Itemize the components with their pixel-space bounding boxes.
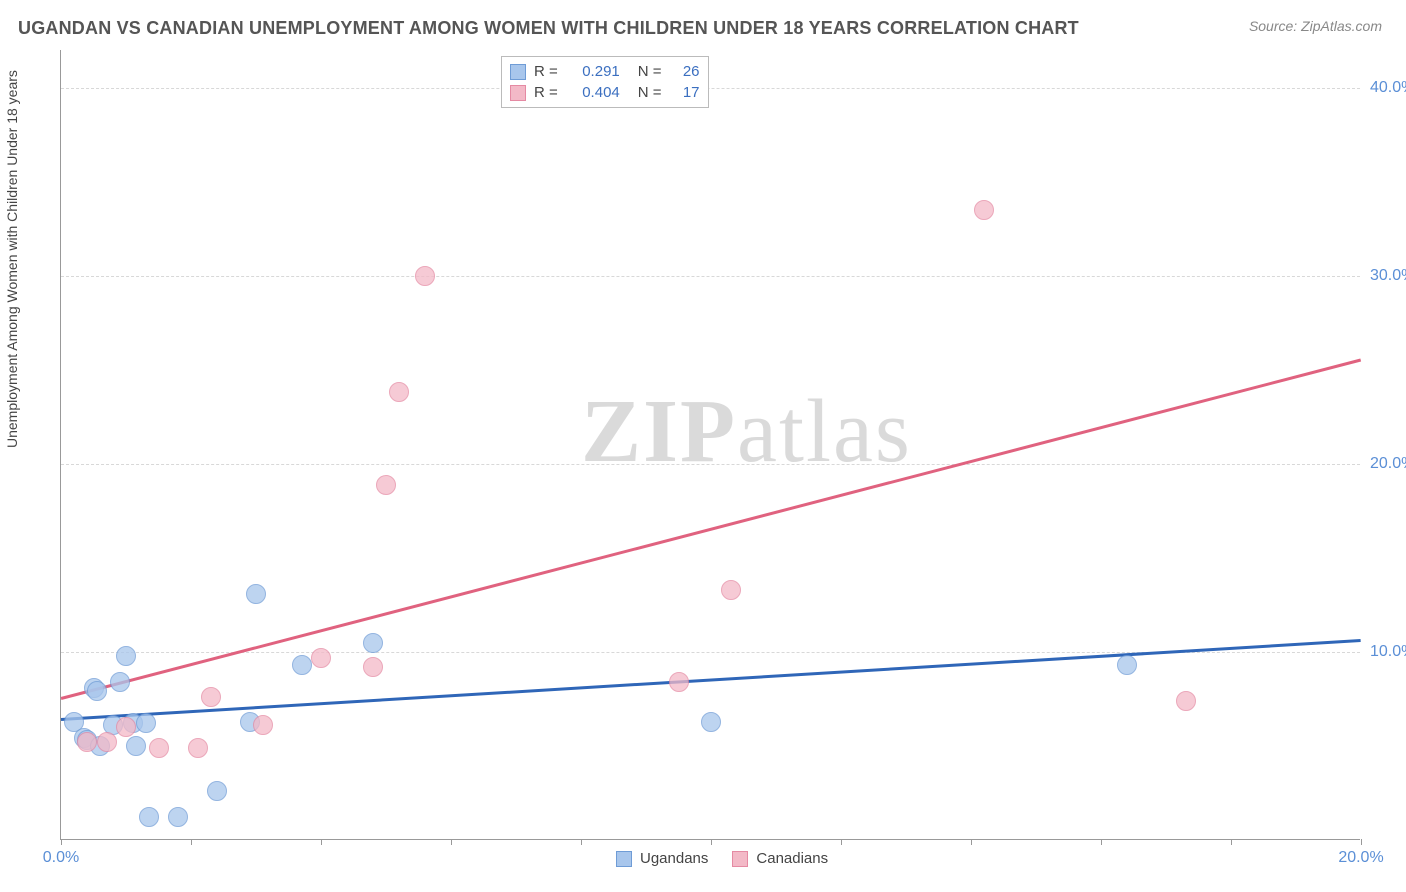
scatter-marker xyxy=(136,713,156,733)
x-tick-label: 20.0% xyxy=(1338,849,1383,867)
watermark-rest: atlas xyxy=(737,382,912,481)
gridline xyxy=(61,88,1360,89)
scatter-marker xyxy=(1176,691,1196,711)
y-tick-label: 40.0% xyxy=(1370,79,1406,97)
scatter-marker xyxy=(201,687,221,707)
x-tick-mark xyxy=(321,839,322,845)
scatter-marker xyxy=(168,807,188,827)
x-tick-mark xyxy=(1361,839,1362,845)
x-tick-mark xyxy=(1231,839,1232,845)
n-value: 17 xyxy=(670,84,700,101)
gridline xyxy=(61,464,1360,465)
y-tick-label: 30.0% xyxy=(1370,267,1406,285)
r-value: 0.291 xyxy=(566,63,620,80)
x-tick-label: 0.0% xyxy=(43,849,79,867)
scatter-marker xyxy=(311,648,331,668)
legend-series-label: Ugandans xyxy=(640,850,708,867)
x-tick-mark xyxy=(61,839,62,845)
x-tick-mark xyxy=(971,839,972,845)
legend-series-item: Canadians xyxy=(732,850,828,867)
scatter-marker xyxy=(97,732,117,752)
n-label: N = xyxy=(638,63,662,80)
r-label: R = xyxy=(534,63,558,80)
x-tick-mark xyxy=(711,839,712,845)
watermark: ZIPatlas xyxy=(581,380,912,483)
legend-stats-row: R = 0.291 N = 26 xyxy=(510,61,700,82)
scatter-marker xyxy=(669,672,689,692)
trend-line xyxy=(61,359,1362,700)
scatter-marker xyxy=(139,807,159,827)
chart-title: UGANDAN VS CANADIAN UNEMPLOYMENT AMONG W… xyxy=(18,18,1079,39)
scatter-marker xyxy=(974,200,994,220)
scatter-marker xyxy=(363,657,383,677)
r-value: 0.404 xyxy=(566,84,620,101)
plot-area: ZIPatlas 10.0%20.0%30.0%40.0%0.0%20.0%R … xyxy=(60,50,1360,840)
scatter-marker xyxy=(1117,655,1137,675)
scatter-marker xyxy=(77,732,97,752)
scatter-marker xyxy=(363,633,383,653)
scatter-marker xyxy=(701,712,721,732)
scatter-marker xyxy=(376,475,396,495)
x-tick-mark xyxy=(581,839,582,845)
legend-swatch xyxy=(510,64,526,80)
scatter-marker xyxy=(116,717,136,737)
x-tick-mark xyxy=(451,839,452,845)
y-axis-label: Unemployment Among Women with Children U… xyxy=(4,70,20,448)
gridline xyxy=(61,276,1360,277)
r-label: R = xyxy=(534,84,558,101)
scatter-marker xyxy=(389,382,409,402)
n-value: 26 xyxy=(670,63,700,80)
x-tick-mark xyxy=(191,839,192,845)
legend-series-label: Canadians xyxy=(756,850,828,867)
legend-swatch xyxy=(732,851,748,867)
y-tick-label: 20.0% xyxy=(1370,455,1406,473)
scatter-marker xyxy=(126,736,146,756)
scatter-marker xyxy=(149,738,169,758)
scatter-marker xyxy=(721,580,741,600)
watermark-bold: ZIP xyxy=(581,382,737,481)
source-label: Source: ZipAtlas.com xyxy=(1249,18,1382,34)
scatter-marker xyxy=(110,672,130,692)
legend-series-item: Ugandans xyxy=(616,850,708,867)
scatter-marker xyxy=(292,655,312,675)
scatter-marker xyxy=(253,715,273,735)
y-tick-label: 10.0% xyxy=(1370,643,1406,661)
scatter-marker xyxy=(188,738,208,758)
legend-stats: R = 0.291 N = 26 R = 0.404 N = 17 xyxy=(501,56,709,108)
n-label: N = xyxy=(638,84,662,101)
scatter-marker xyxy=(246,584,266,604)
legend-stats-row: R = 0.404 N = 17 xyxy=(510,82,700,103)
legend-swatch xyxy=(616,851,632,867)
legend-swatch xyxy=(510,85,526,101)
scatter-marker xyxy=(207,781,227,801)
scatter-marker xyxy=(87,681,107,701)
x-tick-mark xyxy=(841,839,842,845)
scatter-marker xyxy=(116,646,136,666)
legend-series: Ugandans Canadians xyxy=(616,850,828,867)
scatter-marker xyxy=(415,266,435,286)
x-tick-mark xyxy=(1101,839,1102,845)
